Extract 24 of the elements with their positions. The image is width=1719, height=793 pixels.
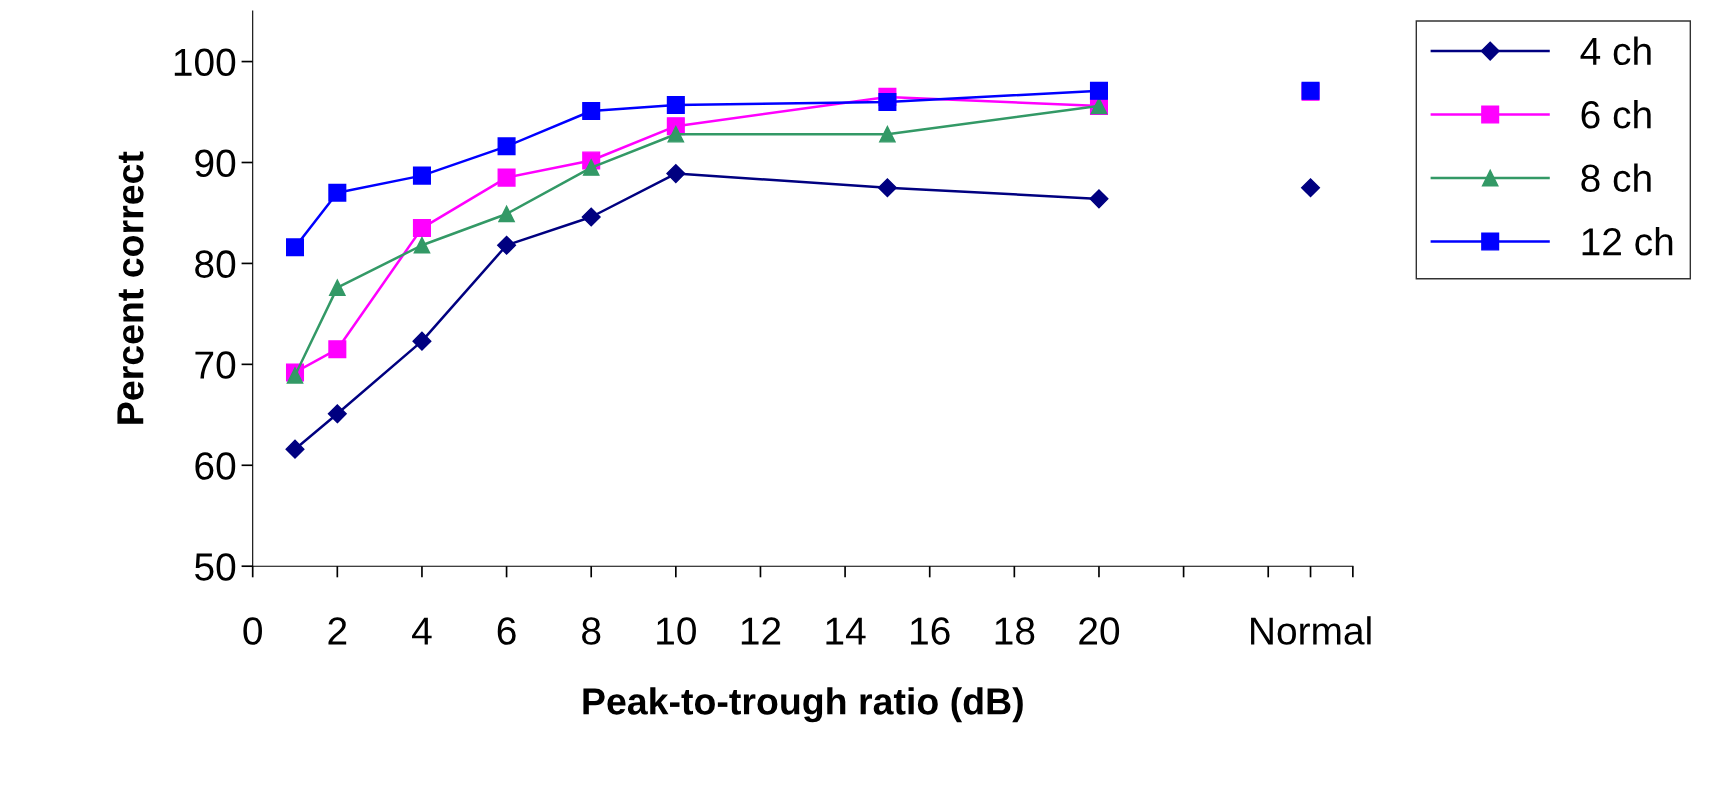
x-tick-label: 8 [582,617,601,645]
y-tick-label: 70 [195,351,236,379]
y-tick-label: 90 [195,149,236,177]
x-tick-label: 6 [497,617,516,645]
x-tick-label: 14 [826,617,866,645]
x-tick-label: Normal [1251,616,1371,645]
legend-label: 6 ch [1581,100,1651,129]
y-tick-label: 60 [195,452,236,480]
x-tick-label: 12 [741,617,781,645]
y-tick-label: 80 [195,250,236,278]
legend-label: 12 ch [1582,226,1673,256]
y-axis-title: Percent correct [117,151,144,424]
x-tick-label: 20 [1079,617,1120,645]
x-tick-label: 0 [243,617,262,645]
y-tick-label: 100 [174,48,236,77]
y-tick-label: 50 [195,553,236,581]
x-axis-title: Peak-to-trough ratio (dB) [583,687,1023,723]
x-tick-label: 16 [911,617,950,645]
x-tick-label: 10 [657,617,696,645]
legend-label: 8 ch [1581,163,1651,193]
legend-label: 4 ch [1580,36,1651,66]
x-tick-label: 4 [412,617,432,645]
x-tick-label: 2 [328,617,347,645]
x-tick-label: 18 [995,617,1035,645]
